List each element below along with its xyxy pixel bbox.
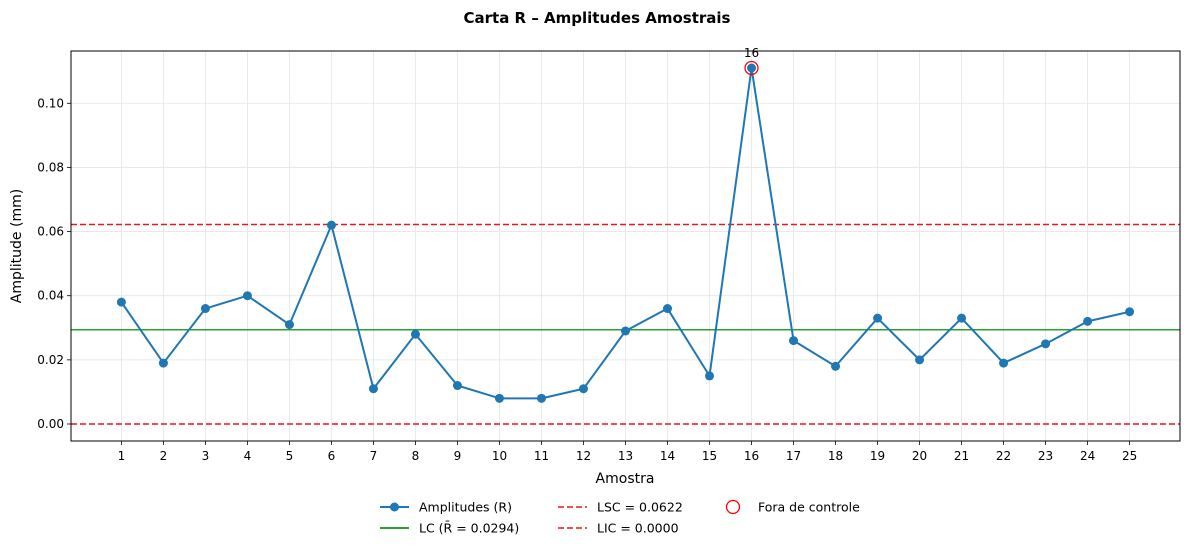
x-tick-label: 18 xyxy=(828,449,843,463)
x-tick-label: 17 xyxy=(786,449,801,463)
data-point xyxy=(789,336,799,346)
x-axis-ticks: 1 2 3 4 5 6 7 8 9 10 11 12 13 14 15 16 17 18 19 20 21 22 23 24 2… xyxy=(118,441,1137,463)
data-point xyxy=(536,393,546,403)
data-point xyxy=(999,358,1009,368)
y-axis-label: Amplitude (mm) xyxy=(9,189,25,303)
legend-label: LSC = 0.0622 xyxy=(597,500,683,515)
x-tick-label: 9 xyxy=(454,449,462,463)
x-tick-label: 15 xyxy=(702,449,717,463)
x-tick-label: 10 xyxy=(492,449,507,463)
x-tick-label: 4 xyxy=(244,449,252,463)
legend-marker xyxy=(725,499,741,515)
grid xyxy=(71,51,1180,441)
x-tick-label: 8 xyxy=(412,449,420,463)
out-of-control-markers: 16 xyxy=(744,46,759,76)
data-point xyxy=(663,304,673,314)
y-tick-label: 0.00 xyxy=(37,417,64,431)
legend-label: Amplitudes (R) xyxy=(419,500,512,515)
data-point xyxy=(284,320,294,330)
data-point xyxy=(831,361,841,371)
x-tick-label: 14 xyxy=(660,449,675,463)
legend-label: LIC = 0.0000 xyxy=(597,521,679,536)
x-tick-label: 19 xyxy=(870,449,885,463)
y-tick-label: 0.04 xyxy=(37,289,64,303)
data-point xyxy=(326,220,336,230)
x-tick-label: 3 xyxy=(202,449,210,463)
legend-label: Fora de controle xyxy=(758,500,860,515)
x-tick-label: 6 xyxy=(328,449,336,463)
data-point xyxy=(621,326,630,336)
y-axis-ticks: 0.00 0.02 0.04 0.06 0.08 0.10 xyxy=(37,96,71,431)
x-tick-label: 25 xyxy=(1122,449,1137,463)
data-point xyxy=(705,371,715,381)
x-tick-label: 13 xyxy=(618,449,633,463)
data-point xyxy=(410,329,420,339)
data-point xyxy=(915,355,925,365)
x-tick-label: 22 xyxy=(996,449,1011,463)
x-tick-label: 21 xyxy=(954,449,969,463)
data-point xyxy=(200,304,210,314)
x-tick-label: 11 xyxy=(534,449,549,463)
series-amplitudes xyxy=(116,63,1135,403)
out-of-control-marker xyxy=(744,60,759,76)
data-point xyxy=(242,291,252,301)
data-point xyxy=(452,381,462,391)
chart-title: Carta R – Amplitudes Amostrais xyxy=(464,9,731,27)
data-point xyxy=(1125,307,1135,317)
data-point xyxy=(368,384,378,394)
out-of-control-label: 16 xyxy=(744,46,759,60)
x-tick-label: 5 xyxy=(286,449,294,463)
data-point xyxy=(957,313,967,323)
legend-label: LC (R̄ = 0.0294) xyxy=(419,521,519,536)
x-tick-label: 7 xyxy=(370,449,378,463)
x-axis-label: Amostra xyxy=(596,471,655,487)
data-point xyxy=(1041,339,1051,349)
y-tick-label: 0.08 xyxy=(37,160,64,174)
x-tick-label: 1 xyxy=(118,449,126,463)
data-point xyxy=(1083,316,1093,326)
x-tick-label: 24 xyxy=(1080,449,1095,463)
data-point xyxy=(158,358,168,368)
x-tick-label: 16 xyxy=(744,449,759,463)
x-tick-label: 23 xyxy=(1038,449,1053,463)
data-point xyxy=(494,393,504,403)
y-tick-label: 0.02 xyxy=(37,353,64,367)
data-point xyxy=(873,313,883,323)
data-point xyxy=(747,63,757,73)
x-tick-label: 20 xyxy=(912,449,927,463)
legend: Amplitudes (R) LC (R̄ = 0.0294) LSC = 0.06… xyxy=(380,500,860,536)
x-tick-label: 12 xyxy=(576,449,591,463)
x-tick-label: 2 xyxy=(160,449,168,463)
y-tick-label: 0.06 xyxy=(37,225,64,239)
y-tick-label: 0.10 xyxy=(37,96,64,110)
legend-marker xyxy=(390,502,399,512)
data-point xyxy=(116,297,126,307)
data-point xyxy=(578,384,588,394)
